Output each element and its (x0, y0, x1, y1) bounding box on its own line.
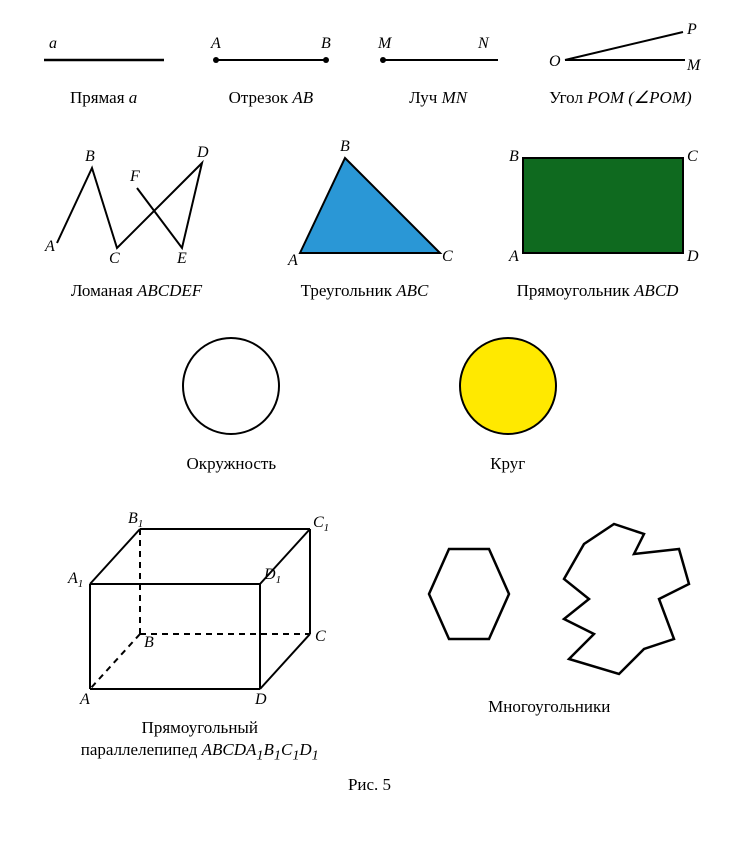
polyline-B: B (85, 148, 95, 165)
line-svg: a (34, 30, 174, 80)
rectangle-D: D (686, 248, 699, 265)
ray-origin (380, 57, 386, 63)
rectangle-A: A (508, 248, 519, 265)
cuboid-C1: C1 (313, 514, 329, 534)
cuboid-B: B (144, 634, 154, 651)
row-basic-elements: a Прямая a A B Отрезок AB M N Луч MN (20, 20, 719, 108)
figure-polygons: Многоугольники (389, 499, 709, 717)
triangle-shape (300, 158, 440, 253)
figure-line: a Прямая a (34, 30, 174, 108)
segment-svg: A B (201, 30, 341, 80)
rectangle-shape (523, 158, 683, 253)
triangle-B: B (340, 138, 350, 155)
polyline-D: D (196, 144, 209, 161)
ray-label-N: N (477, 35, 490, 52)
disk-caption: Круг (490, 454, 525, 474)
polyline-svg: A B C D E F (37, 133, 237, 273)
segment-caption: Отрезок AB (229, 88, 314, 108)
angle-label-M: M (686, 57, 702, 74)
cuboid-D1: D1 (263, 566, 281, 586)
segment-label-A: A (210, 35, 221, 52)
ray-svg: M N (368, 30, 508, 80)
figure-polyline: A B C D E F Ломаная ABCDEF (37, 133, 237, 301)
polygons-caption: Многоугольники (488, 697, 610, 717)
cuboid-svg: A D C B A1 D1 B1 C1 (50, 499, 350, 709)
polyline-F: F (129, 168, 140, 185)
angle-label-P: P (686, 21, 697, 38)
cuboid-C: C (315, 628, 326, 645)
row-circles: Окружность Круг (20, 326, 719, 474)
figure-rectangle: B C A D Прямоугольник ABCD (493, 133, 703, 301)
rectangle-caption: Прямоугольник ABCD (517, 281, 679, 301)
polyline-A: A (44, 238, 55, 255)
triangle-svg: A B C (270, 133, 460, 273)
polyline-caption: Ломаная ABCDEF (71, 281, 202, 301)
polyline-C: C (109, 250, 120, 267)
polygons-svg (389, 499, 709, 689)
triangle-C: C (442, 248, 453, 265)
line-caption: Прямая a (70, 88, 137, 108)
cuboid-D: D (254, 691, 267, 708)
ray-label-M: M (377, 35, 393, 52)
figure-cuboid: A D C B A1 D1 B1 C1 Прямоугольный паралл… (30, 499, 370, 765)
circle-caption: Окружность (187, 454, 277, 474)
cuboid-caption: Прямоугольный параллелепипед ABCDA1B1C1D… (81, 717, 319, 765)
cuboid-edge-A1B1 (90, 529, 140, 584)
figure-segment: A B Отрезок AB (201, 30, 341, 108)
angle-side-OP (565, 32, 683, 60)
disk-svg (443, 326, 573, 446)
figure-angle: P O M Угол POM (∠POM) (535, 20, 705, 108)
figure-ray: M N Луч MN (368, 30, 508, 108)
angle-label-O: O (549, 53, 561, 70)
rectangle-B: B (509, 148, 519, 165)
circle-svg (166, 326, 296, 446)
triangle-caption: Треугольник ABC (301, 281, 429, 301)
hexagon-shape (429, 549, 509, 639)
figure-circle: Окружность (166, 326, 296, 474)
rectangle-C: C (687, 148, 698, 165)
cuboid-A1: A1 (67, 570, 83, 590)
rectangle-svg: B C A D (493, 133, 703, 273)
cuboid-B1: B1 (128, 510, 143, 530)
row-polygons: A B C D E F Ломаная ABCDEF A B C Треугол… (20, 133, 719, 301)
ray-caption: Луч MN (409, 88, 467, 108)
circle-shape (183, 338, 279, 434)
polyline-E: E (176, 250, 187, 267)
angle-caption: Угол POM (∠POM) (549, 88, 692, 108)
row-solids: A D C B A1 D1 B1 C1 Прямоугольный паралл… (20, 499, 719, 765)
angle-svg: P O M (535, 20, 705, 80)
cuboid-edge-BA (90, 634, 140, 689)
figure-number: Рис. 5 (20, 775, 719, 795)
disk-shape (460, 338, 556, 434)
figure-triangle: A B C Треугольник ABC (270, 133, 460, 301)
segment-endpoint-B (323, 57, 329, 63)
segment-label-B: B (321, 35, 331, 52)
cuboid-A: A (79, 691, 90, 708)
line-label-a: a (49, 35, 57, 52)
segment-endpoint-A (213, 57, 219, 63)
figure-disk: Круг (443, 326, 573, 474)
triangle-A: A (287, 252, 298, 269)
irregular-polygon-shape (564, 524, 689, 674)
cuboid-edge-DC (260, 634, 310, 689)
